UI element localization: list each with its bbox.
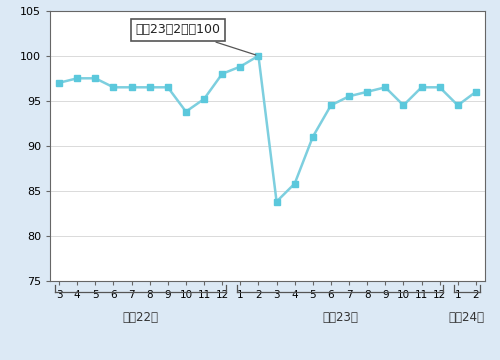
Text: 平成24年: 平成24年 — [449, 311, 485, 324]
Text: 平成22年: 平成22年 — [122, 311, 158, 324]
Text: 平成23年2月＝100: 平成23年2月＝100 — [135, 23, 256, 55]
Text: 平成23年: 平成23年 — [322, 311, 358, 324]
